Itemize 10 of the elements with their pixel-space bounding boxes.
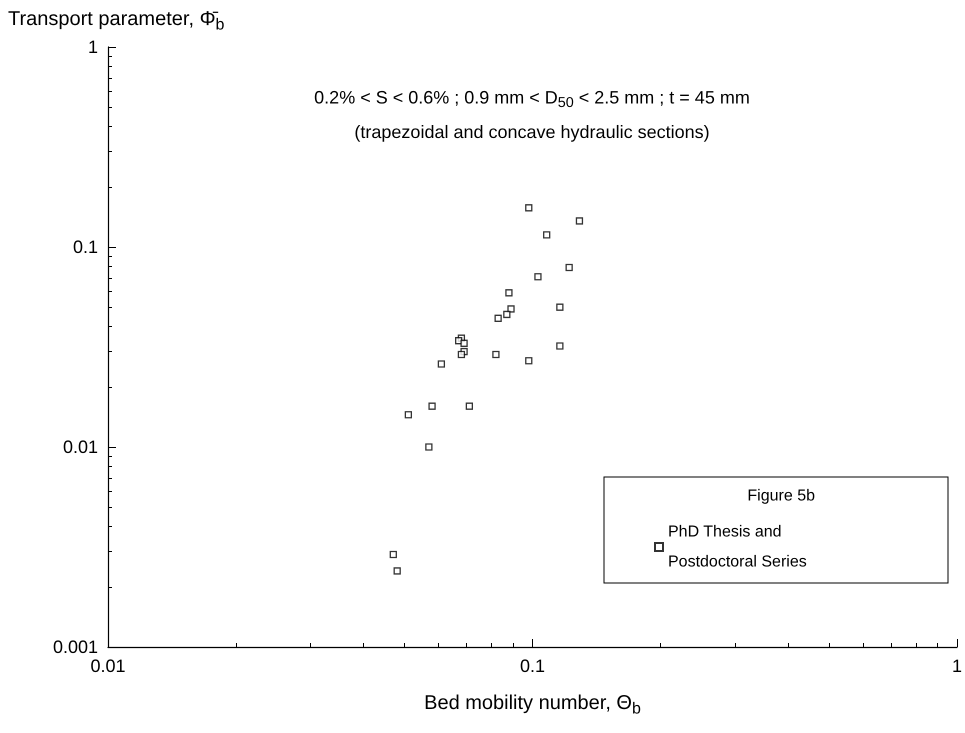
y-tick-label: 0.01	[62, 437, 98, 457]
y-tick-label: 1	[88, 37, 98, 57]
legend-title: Figure 5b	[747, 488, 816, 504]
y-tick-label: 0.001	[52, 637, 98, 657]
annotation: (trapezoidal and concave hydraulic sections)	[354, 122, 710, 142]
legend-label: PhD Thesis and Postdoctoral Series	[668, 524, 807, 570]
x-tick-label: 0.01	[90, 656, 126, 676]
x-tick-label: 0.1	[520, 656, 546, 676]
y-tick-label: 0.1	[72, 237, 98, 257]
x-tick-label: 1	[952, 656, 962, 676]
